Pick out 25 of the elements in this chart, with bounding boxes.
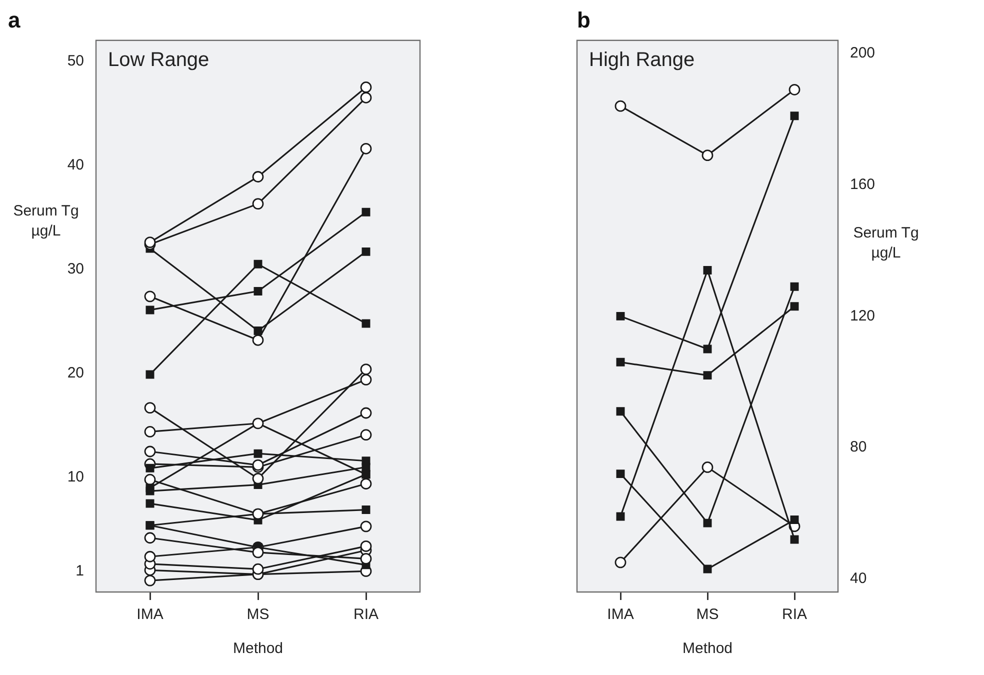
y2-tick-label: 160 bbox=[850, 176, 876, 194]
x-tick-label: RIA bbox=[353, 606, 379, 624]
y2-tick-label: 80 bbox=[850, 438, 867, 456]
x-axis-title: Method bbox=[682, 640, 733, 658]
annotation: Low Range bbox=[108, 48, 210, 71]
x-tick-label: IMA bbox=[607, 606, 634, 624]
x-tick-label: MS bbox=[696, 606, 719, 624]
y2-axis-title: Serum Tg µg/L bbox=[853, 224, 919, 262]
y-tick-label: 20 bbox=[67, 364, 84, 382]
x-tick-label: MS bbox=[246, 606, 270, 624]
y2-tick-label: 120 bbox=[850, 307, 876, 324]
y-tick-label: 1 bbox=[76, 562, 84, 580]
x-tick-label: IMA bbox=[136, 606, 164, 624]
y2-tick-label: 200 bbox=[850, 44, 876, 62]
y-tick-label: 10 bbox=[67, 468, 84, 486]
annotation: High Range bbox=[589, 48, 695, 71]
x-axis-title: Method bbox=[232, 640, 284, 658]
y-axis-title: Serum Tg µg/L bbox=[13, 202, 79, 240]
y-tick-label: 50 bbox=[67, 52, 84, 70]
y-tick-label: 30 bbox=[67, 260, 84, 278]
chart-title: a bbox=[8, 7, 21, 32]
x-tick-label: RIA bbox=[782, 606, 808, 624]
chart-title: b bbox=[577, 7, 590, 32]
y2-tick-label: 40 bbox=[850, 570, 867, 588]
y-tick-label: 40 bbox=[67, 156, 84, 174]
